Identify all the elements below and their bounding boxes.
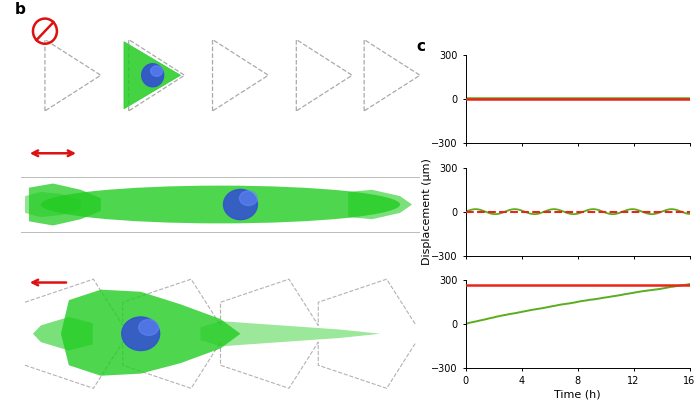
Ellipse shape xyxy=(239,191,258,206)
Ellipse shape xyxy=(223,189,258,220)
Polygon shape xyxy=(201,321,380,346)
Text: b: b xyxy=(15,2,26,17)
Ellipse shape xyxy=(41,186,400,223)
Ellipse shape xyxy=(122,317,160,351)
Text: Displacement (μm): Displacement (μm) xyxy=(422,158,432,265)
Ellipse shape xyxy=(139,319,159,335)
Polygon shape xyxy=(61,290,241,376)
Ellipse shape xyxy=(141,64,164,87)
Polygon shape xyxy=(124,42,181,109)
Polygon shape xyxy=(348,190,412,219)
Polygon shape xyxy=(33,317,93,351)
X-axis label: Time (h): Time (h) xyxy=(554,390,601,400)
Polygon shape xyxy=(25,192,81,217)
Ellipse shape xyxy=(150,66,162,76)
Text: c: c xyxy=(416,39,425,54)
Polygon shape xyxy=(29,184,101,225)
